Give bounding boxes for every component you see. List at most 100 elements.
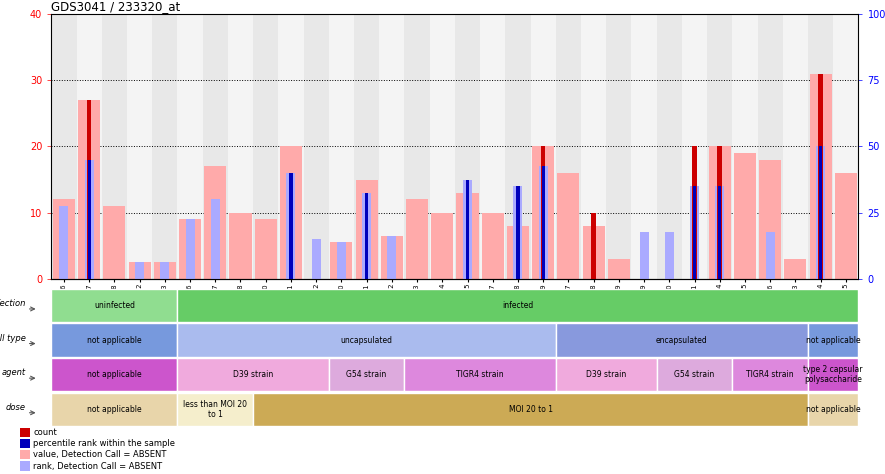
Bar [51,14,77,279]
Bar [480,14,505,279]
Bar [51,392,177,426]
Bar [280,146,302,279]
Bar [177,323,556,357]
Bar [388,236,396,279]
Bar [177,14,203,279]
Bar [287,173,296,279]
Bar [177,392,253,426]
Bar [732,14,758,279]
Bar [337,242,346,279]
Text: TIGR4 strain: TIGR4 strain [746,370,794,379]
Bar [304,14,329,279]
Text: G54 strain: G54 strain [674,370,714,379]
Bar [516,186,519,279]
Bar [819,74,823,279]
Bar [466,180,469,279]
Bar [227,14,253,279]
Text: G54 strain: G54 strain [347,370,387,379]
Bar [20,439,30,448]
Bar [455,14,480,279]
Text: rank, Detection Call = ABSENT: rank, Detection Call = ABSENT [34,462,163,471]
Text: cell type: cell type [0,334,26,343]
Text: not applicable: not applicable [87,370,142,379]
Text: infection: infection [0,299,26,308]
Bar [356,180,378,279]
Bar [507,226,529,279]
Bar [87,100,91,279]
Bar [835,173,857,279]
Bar [707,14,732,279]
Bar [431,213,453,279]
Text: dose: dose [5,403,26,412]
Bar [20,450,30,459]
Bar [631,14,657,279]
Text: not applicable: not applicable [806,336,860,345]
Text: less than MOI 20
to 1: less than MOI 20 to 1 [183,400,247,419]
Bar [381,236,403,279]
Bar [530,14,556,279]
Bar [681,14,707,279]
Bar [766,232,774,279]
Bar [77,14,102,279]
Bar [154,262,176,279]
Bar [312,239,320,279]
Bar [718,186,721,279]
Bar [505,14,531,279]
Bar [102,14,127,279]
Bar [693,186,696,279]
Bar [782,14,808,279]
Bar [709,146,731,279]
Bar [51,289,177,322]
Bar [329,14,354,279]
Text: not applicable: not applicable [87,336,142,345]
Bar [53,200,75,279]
Bar [253,14,278,279]
Bar [556,323,808,357]
Bar [135,262,144,279]
Bar [406,200,428,279]
Bar [558,173,580,279]
Bar [657,14,681,279]
Bar [88,160,91,279]
Bar [289,173,293,279]
Bar [255,219,277,279]
Bar [513,186,522,279]
Bar [229,213,251,279]
Bar [816,146,825,279]
Bar [177,289,858,322]
Text: GDS3041 / 233320_at: GDS3041 / 233320_at [51,0,181,13]
Bar [833,14,858,279]
Bar [690,186,699,279]
Bar [128,262,150,279]
Bar [715,186,724,279]
Text: value, Detection Call = ABSENT: value, Detection Call = ABSENT [34,450,166,459]
Text: D39 strain: D39 strain [586,370,627,379]
Text: uncapsulated: uncapsulated [341,336,393,345]
Bar [51,323,177,357]
Bar [85,160,94,279]
Bar [734,153,756,279]
Bar [104,206,126,279]
Bar [78,100,100,279]
Bar [177,358,329,392]
Text: not applicable: not applicable [806,405,860,414]
Bar [379,14,404,279]
Text: MOI 20 to 1: MOI 20 to 1 [509,405,552,414]
Text: type 2 capsular
polysaccharide: type 2 capsular polysaccharide [804,365,863,384]
Bar [556,14,581,279]
Bar [253,392,808,426]
Bar [556,358,657,392]
Bar [152,14,177,279]
Bar [160,262,169,279]
Bar [365,193,368,279]
Bar [758,14,782,279]
Bar [404,358,556,392]
Bar [203,14,228,279]
Text: TIGR4 strain: TIGR4 strain [457,370,504,379]
Bar [808,14,833,279]
Bar [718,146,722,279]
Bar [808,358,858,392]
Bar [810,74,832,279]
Bar [278,14,304,279]
Text: infected: infected [503,301,534,310]
